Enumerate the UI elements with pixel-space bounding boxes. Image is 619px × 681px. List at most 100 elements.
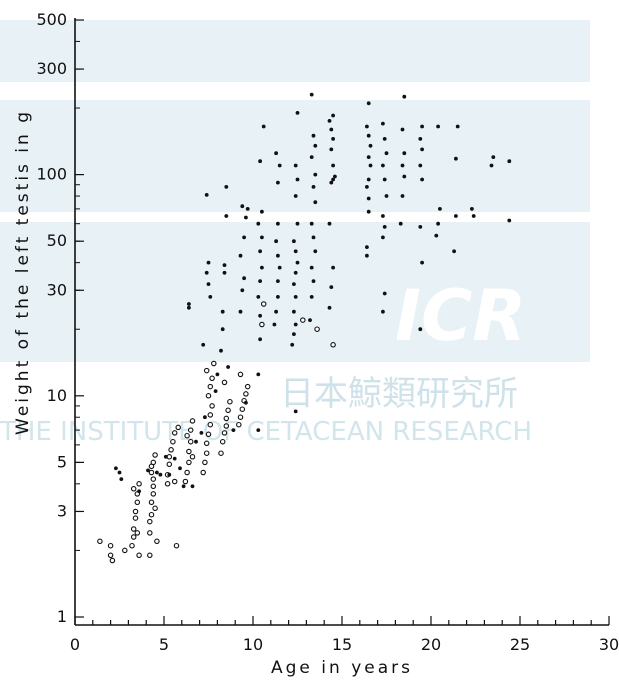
watermark-japanese: 日本鯨類研究所 [280, 374, 518, 414]
open-data-point [107, 542, 114, 549]
open-data-point [109, 557, 116, 564]
filled-data-point [381, 214, 385, 218]
open-data-point [170, 438, 176, 445]
filled-data-point [258, 337, 262, 342]
filled-data-point [402, 94, 407, 99]
filled-data-point [454, 214, 458, 218]
x-tick-label: 15 [332, 635, 352, 654]
filled-data-point [313, 172, 318, 177]
y-tick-label: 100 [36, 165, 67, 184]
y-ticks: 1 3 5 10 30 50 100 300 500 [36, 10, 84, 626]
open-data-point [182, 478, 189, 485]
filled-data-point [368, 163, 373, 168]
open-data-point [134, 499, 141, 506]
open-data-point [221, 430, 228, 436]
open-data-point [202, 459, 208, 466]
filled-data-point [309, 221, 314, 226]
filled-data-point [204, 270, 209, 275]
filled-data-point [309, 92, 314, 97]
filled-data-point [313, 200, 318, 205]
open-data-point [236, 421, 242, 428]
y-tick-label: 1 [57, 607, 67, 626]
filled-data-point [292, 282, 296, 286]
filled-data-point [381, 309, 385, 314]
filled-data-point [119, 477, 124, 481]
filled-data-point [224, 185, 229, 189]
filled-data-point [274, 151, 278, 156]
filled-data-point [454, 156, 458, 161]
open-data-point [150, 476, 157, 482]
x-tick-label: 20 [421, 635, 441, 654]
filled-data-point [295, 221, 300, 226]
filled-data-point [366, 101, 371, 106]
filled-data-point [206, 282, 211, 286]
x-tick-label: 5 [159, 635, 169, 654]
open-data-point [186, 459, 192, 466]
open-data-point [184, 432, 190, 439]
open-data-point [223, 415, 230, 422]
filled-data-point [418, 137, 423, 141]
watermark: ICR 日本鯨類研究所 THE INSTITUTE OF CETACEAN RE… [0, 20, 590, 447]
filled-data-point [293, 322, 298, 327]
open-data-point [225, 407, 231, 414]
filled-data-point [276, 279, 280, 283]
filled-data-point [117, 470, 122, 475]
filled-data-point [222, 270, 227, 275]
open-data-point [211, 360, 217, 367]
open-data-point [203, 440, 210, 447]
filled-data-point [313, 143, 318, 148]
filled-data-point [365, 185, 369, 189]
filled-data-point [244, 400, 248, 405]
filled-data-point [295, 111, 300, 115]
filled-data-point [220, 327, 225, 332]
filled-data-point [181, 484, 186, 489]
open-data-point [132, 508, 139, 515]
filled-data-point [222, 263, 227, 267]
filled-data-point [194, 439, 198, 444]
filled-data-point [420, 124, 424, 129]
filled-data-point [242, 235, 247, 240]
filled-data-point [381, 235, 385, 240]
open-data-point [330, 342, 336, 348]
filled-data-point [311, 185, 316, 189]
filled-data-point [366, 177, 371, 182]
filled-data-point [368, 143, 373, 148]
open-data-point [239, 406, 246, 412]
filled-data-point [224, 214, 229, 218]
watermark-band-top [0, 20, 590, 82]
open-data-point [244, 383, 251, 390]
open-data-point [205, 431, 212, 438]
open-data-point [134, 530, 141, 536]
open-data-point [209, 375, 215, 382]
open-data-point [148, 511, 155, 518]
watermark-band-bottom [0, 222, 590, 362]
filled-data-point [204, 193, 209, 197]
open-data-point [207, 421, 214, 428]
open-data-point [164, 481, 171, 487]
filled-data-point [260, 235, 264, 240]
filled-data-point [470, 207, 474, 211]
filled-data-point [382, 225, 387, 229]
filled-data-point [309, 265, 314, 270]
filled-data-point [256, 428, 261, 432]
filled-data-point [245, 207, 250, 211]
filled-data-point [329, 147, 334, 152]
filled-data-point [455, 124, 460, 129]
filled-data-point [366, 155, 371, 160]
filled-data-point [384, 194, 389, 198]
filled-data-point [333, 174, 337, 179]
open-data-point [147, 552, 153, 559]
open-data-point [136, 552, 142, 559]
filled-data-point [329, 180, 334, 185]
filled-data-point [331, 137, 335, 141]
filled-data-point [258, 249, 262, 254]
y-tick-label: 10 [47, 386, 67, 405]
open-data-point [147, 518, 153, 525]
filled-data-point [293, 295, 298, 299]
filled-data-point [290, 342, 295, 347]
open-data-point [152, 452, 158, 458]
filled-data-point [240, 204, 245, 209]
filled-data-point [327, 305, 332, 310]
open-data-point [189, 454, 196, 460]
open-data-point [314, 326, 320, 332]
